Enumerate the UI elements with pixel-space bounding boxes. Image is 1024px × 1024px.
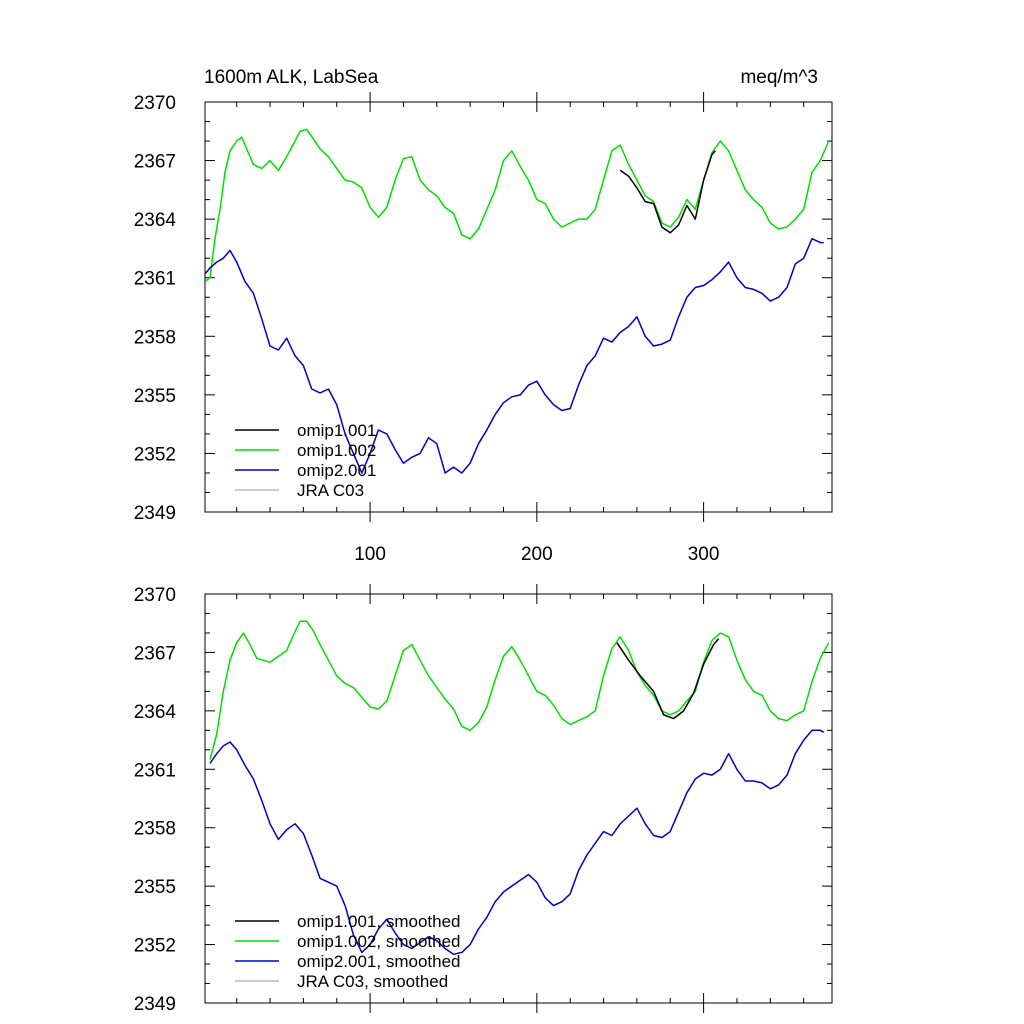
bottom-series-omip2-001-smoothed-line [209, 729, 825, 956]
bottom-panel: 2349 2352 2355 2358 2361 2364 2367 2370 omip1.00… [134, 584, 833, 1015]
bottom-series-omip1-002-smoothed-line [209, 620, 830, 760]
top-y-tick-label: 2370 [134, 93, 176, 114]
top-legend-label-jra-c03: JRA C03 [297, 481, 364, 500]
top-y-tick-label: 2361 [134, 269, 176, 290]
chart-title: 1600m ALK, LabSea [204, 67, 379, 88]
bottom-y-tick-label: 2370 [134, 585, 176, 606]
bottom-plot-frame [204, 593, 833, 1004]
bottom-legend-label-omip1-001-smoothed: omip1.001, smoothed [297, 912, 461, 931]
bottom-y-tick-label: 2355 [134, 877, 176, 898]
bottom-y-tick-label: 2352 [134, 936, 176, 957]
top-series-omip1-002-line [205, 128, 830, 283]
top-y-tick-label: 2358 [134, 327, 176, 348]
bottom-y-tick-label: 2358 [134, 819, 176, 840]
bottom-legend-label-omip1-002-smoothed: omip1.002, smoothed [297, 932, 461, 951]
bottom-series-omip1-001-smoothed-line [616, 638, 720, 720]
top-x-tick-label: 300 [688, 544, 720, 565]
top-y-tick-label: 2352 [134, 444, 176, 465]
top-y-tick-label: 2349 [134, 503, 176, 524]
top-x-tick-label: 100 [354, 544, 386, 565]
top-y-tick-label: 2364 [134, 210, 177, 231]
top-y-tick-label: 2367 [134, 152, 176, 173]
bottom-y-tick-label: 2367 [134, 643, 176, 664]
top-legend-label-omip1-001: omip1.001 [297, 421, 376, 440]
top-legend-label-omip1-002: omip1.002 [297, 441, 376, 460]
top-plot-frame [204, 101, 833, 513]
top-series-omip1-001-line [619, 150, 716, 234]
bottom-y-tick-label: 2361 [134, 760, 176, 781]
top-legend-label-omip2-001: omip2.001 [297, 461, 376, 480]
bottom-legend-label-omip2-001-smoothed: omip2.001, smoothed [297, 952, 461, 971]
bottom-y-tick-label: 2349 [134, 994, 176, 1015]
top-y-tick-label: 2355 [134, 386, 176, 407]
units-label: meq/m^3 [740, 67, 818, 88]
top-series-omip2-001-line [205, 237, 824, 474]
top-panel: 2349 2352 2355 2358 2361 2364 2367 2370 100 200 30… [134, 92, 833, 565]
bottom-y-tick-label: 2364 [134, 702, 177, 723]
bottom-legend-label-jra-c03-smoothed: JRA C03, smoothed [297, 972, 448, 991]
top-x-tick-label: 200 [521, 544, 553, 565]
